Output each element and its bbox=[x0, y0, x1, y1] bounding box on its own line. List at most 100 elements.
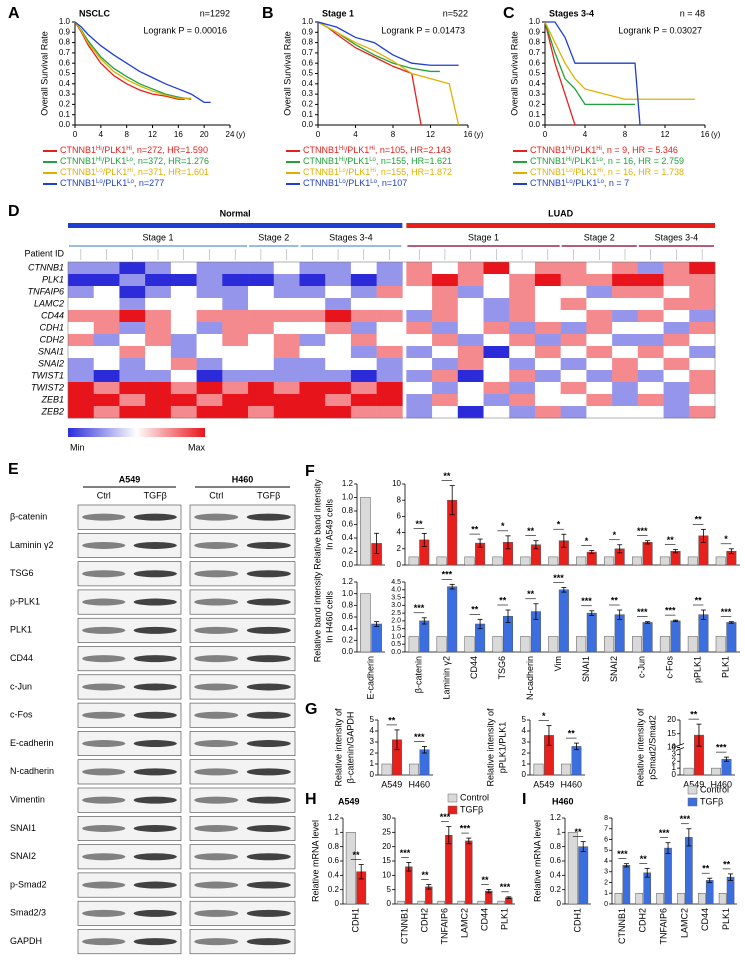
significance-stars: ** bbox=[723, 859, 731, 869]
legend-entry: TGFβ bbox=[460, 804, 483, 814]
legend-text-part: Lo bbox=[96, 179, 103, 185]
heatmap-cell bbox=[663, 262, 690, 275]
y-tick-label: 0.0 bbox=[59, 120, 71, 129]
y-tick-label: 0.5 bbox=[302, 69, 314, 78]
bar bbox=[685, 837, 693, 905]
blot-band bbox=[246, 824, 291, 832]
heatmap-cell bbox=[170, 406, 197, 419]
heatmap-cell bbox=[170, 262, 197, 275]
bar bbox=[604, 556, 615, 566]
significance-stars: *** bbox=[442, 570, 453, 580]
stage-label: Stage 2 bbox=[258, 232, 289, 242]
y-tick-label: 4.5 bbox=[391, 579, 401, 586]
blot-band bbox=[194, 824, 239, 832]
legend-text-part: , n=272, HR=1.590 bbox=[132, 145, 208, 155]
heatmap-cell bbox=[689, 274, 716, 287]
heatmap-cell bbox=[222, 334, 249, 347]
y-tick-label: 0.2 bbox=[302, 100, 314, 109]
legend-text-part: Hi bbox=[370, 168, 376, 174]
heatmap-cell bbox=[376, 346, 403, 359]
heatmap-cell bbox=[534, 370, 561, 383]
gene-label: TNFAIP6 bbox=[28, 286, 64, 296]
heatmap-cell bbox=[637, 322, 664, 335]
legend-entry: CTNNB1Lo/PLK1Lo, n=277 bbox=[60, 178, 164, 188]
heatmap-cell bbox=[145, 262, 172, 275]
y-tick-label: 0.1 bbox=[529, 110, 541, 119]
y-tick-label: 1 bbox=[335, 827, 340, 836]
heatmap-frame bbox=[67, 261, 716, 419]
y-tick-label: 0 bbox=[522, 770, 527, 779]
blot-band bbox=[194, 711, 239, 719]
y-axis-label: In H460 cells bbox=[324, 590, 334, 643]
heatmap-cell bbox=[406, 346, 433, 359]
heatmap-cell bbox=[376, 394, 403, 407]
heatmap-cell bbox=[119, 310, 146, 323]
category-label: A549 bbox=[683, 779, 704, 789]
legend-text-part: CTNNB1 bbox=[303, 178, 339, 188]
heatmap-cell bbox=[432, 286, 459, 299]
condition-label: TGFβ bbox=[257, 490, 280, 500]
legend-text-part: CTNNB1 bbox=[60, 167, 96, 177]
heatmap-cell bbox=[534, 382, 561, 395]
panel-letter: H bbox=[305, 791, 317, 808]
heatmap-cell bbox=[273, 358, 300, 371]
y-tick-label: 0.2 bbox=[342, 547, 354, 556]
heatmap-cell bbox=[196, 298, 223, 311]
heatmap-cell bbox=[637, 370, 664, 383]
bar bbox=[477, 900, 485, 905]
x-tick-label: 4 bbox=[583, 130, 588, 139]
heatmap-cell bbox=[325, 322, 352, 335]
x-tick-label: 8 bbox=[623, 130, 628, 139]
category-label: CD44 bbox=[479, 908, 489, 931]
bar bbox=[677, 893, 685, 905]
sample-size: n = 48 bbox=[680, 8, 705, 18]
protein-label: E-cadherin bbox=[10, 738, 54, 748]
heatmap-cell bbox=[68, 274, 95, 287]
error-bar bbox=[580, 841, 586, 853]
blot-band bbox=[194, 909, 239, 917]
heatmap-cell bbox=[637, 262, 664, 275]
legend-entry: Control bbox=[700, 784, 729, 794]
heatmap-cell bbox=[93, 394, 120, 407]
gene-label: SNAI1 bbox=[38, 346, 64, 356]
error-bar bbox=[707, 877, 713, 883]
y-tick-label: 6 bbox=[397, 512, 402, 521]
y-tick-label: 0.6 bbox=[328, 856, 340, 865]
blot-band bbox=[246, 626, 291, 634]
significance-stars: *** bbox=[553, 573, 564, 583]
heatmap-cell bbox=[299, 262, 326, 275]
heatmap-cell bbox=[689, 406, 716, 419]
heatmap-cell bbox=[376, 370, 403, 383]
heatmap-cell bbox=[663, 382, 690, 395]
error-bar bbox=[728, 548, 734, 555]
heatmap-cell bbox=[145, 274, 172, 287]
heatmap-cell bbox=[222, 310, 249, 323]
y-tick-label: 10 bbox=[392, 479, 401, 488]
heatmap-cell bbox=[689, 346, 716, 359]
heatmap-cell bbox=[689, 382, 716, 395]
category-label: SNAI1 bbox=[581, 656, 591, 682]
heatmap-cell bbox=[299, 382, 326, 395]
heatmap-cell bbox=[612, 370, 639, 383]
y-tick-label: 0.4 bbox=[550, 870, 562, 879]
protein-label: SNAI1 bbox=[10, 823, 36, 833]
y-tick-label: 0.6 bbox=[302, 58, 314, 67]
heatmap-cell bbox=[483, 322, 510, 335]
heatmap-cell bbox=[350, 262, 377, 275]
heatmap-cell bbox=[170, 394, 197, 407]
significance-stars: * bbox=[542, 711, 546, 721]
protein-label: N-cadherin bbox=[10, 766, 54, 776]
x-tick-label: 0 bbox=[73, 130, 78, 139]
y-tick-label: 0.9 bbox=[529, 27, 541, 36]
category-label: CDH2 bbox=[638, 908, 648, 933]
y-tick-label: 4 bbox=[397, 528, 402, 537]
category-label: CDH2 bbox=[419, 908, 429, 933]
category-label: H460 bbox=[710, 779, 732, 789]
protein-label: c-Jun bbox=[10, 681, 32, 691]
heatmap-cell bbox=[376, 298, 403, 311]
x-unit: (y) bbox=[236, 130, 246, 139]
heatmap-cell bbox=[483, 274, 510, 287]
significance-stars: ** bbox=[388, 715, 396, 725]
bar bbox=[670, 620, 681, 653]
y-tick-label: 0.2 bbox=[342, 635, 354, 644]
